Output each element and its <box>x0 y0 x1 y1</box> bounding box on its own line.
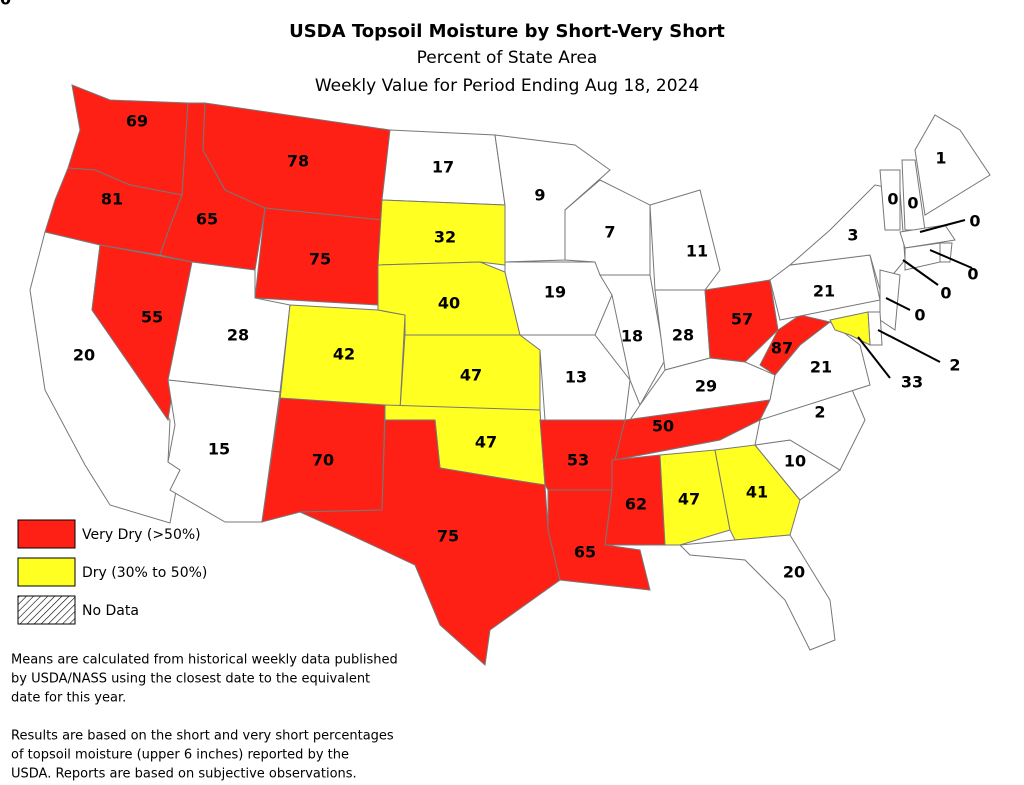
state-value: 57 <box>731 310 753 329</box>
title: USDA Topsoil Moisture by Short-Very Shor… <box>289 21 725 42</box>
state-value: 32 <box>434 228 456 247</box>
state-value: 47 <box>460 366 482 385</box>
state-value: 7 <box>604 223 615 242</box>
state-value: 0 <box>969 212 980 231</box>
note-line: USDA. Reports are based on subjective ob… <box>11 767 357 782</box>
state-value: 20 <box>73 346 95 365</box>
state-value: 0 <box>967 265 978 284</box>
state-value: 42 <box>333 345 355 364</box>
state-value: 15 <box>208 440 230 459</box>
state <box>704 279 779 363</box>
state-value: 62 <box>625 495 647 514</box>
state-value: 29 <box>695 377 717 396</box>
legend-label: Dry (30% to 50%) <box>82 565 207 581</box>
state-value: 0 <box>914 306 925 325</box>
state <box>167 379 281 523</box>
value-labels: 6981205565787528154270173240474775919135… <box>0 0 981 582</box>
legend-swatch <box>17 595 76 625</box>
state <box>604 454 666 546</box>
leader-lines <box>857 219 973 379</box>
state-value: 20 <box>783 563 805 582</box>
note-line: Means are calculated from historical wee… <box>11 653 398 668</box>
state-value: 0 <box>887 190 898 209</box>
state-value: 21 <box>810 358 832 377</box>
subtitle: Percent of State Area <box>417 48 598 68</box>
states <box>29 84 991 666</box>
note-line: by USDA/NASS using the closest date to t… <box>11 672 370 687</box>
state-value: 0 <box>907 194 918 213</box>
legend: Very Dry (>50%) Dry (30% to 50%) No Data <box>17 519 207 625</box>
state-value: 1 <box>935 149 946 168</box>
state <box>91 244 193 422</box>
state <box>279 304 406 411</box>
state-value: 28 <box>672 326 694 345</box>
period: Weekly Value for Period Ending Aug 18, 2… <box>315 76 699 96</box>
state-value: 11 <box>686 242 708 261</box>
state-value: 50 <box>652 417 674 436</box>
state-value: 65 <box>574 543 596 562</box>
state-value: 21 <box>813 282 835 301</box>
state-value: 55 <box>141 308 163 327</box>
legend-swatch <box>17 519 76 549</box>
notes: Means are calculated from historical wee… <box>11 653 398 782</box>
state-value: 2 <box>814 403 825 422</box>
state-value: 19 <box>544 283 566 302</box>
state-value: 53 <box>567 451 589 470</box>
state-value: 40 <box>438 294 460 313</box>
note-line: of topsoil moisture (upper 6 inches) rep… <box>11 748 349 763</box>
state <box>377 199 506 266</box>
state-value: 47 <box>678 490 700 509</box>
state-value: 0 <box>940 284 951 303</box>
state <box>899 224 956 249</box>
state-value: 47 <box>475 433 497 452</box>
state-value: 65 <box>196 210 218 229</box>
state-value: 20 <box>0 0 11 9</box>
legend-label: Very Dry (>50%) <box>82 527 201 543</box>
legend-swatch <box>17 557 76 587</box>
state-value: 10 <box>784 452 806 471</box>
state-value: 75 <box>437 527 459 546</box>
state-value: 75 <box>309 250 331 269</box>
state <box>399 334 541 411</box>
state-value: 3 <box>847 226 858 245</box>
state <box>614 399 771 461</box>
state-value: 78 <box>287 152 309 171</box>
state-value: 2 <box>949 356 960 375</box>
state <box>788 184 906 292</box>
state <box>879 169 901 231</box>
state-value: 13 <box>565 368 587 387</box>
state-value: 9 <box>534 186 545 205</box>
state-value: 33 <box>901 373 923 392</box>
state-value: 87 <box>771 339 793 358</box>
state <box>659 449 731 546</box>
state <box>769 254 881 321</box>
state <box>649 189 721 291</box>
state-value: 18 <box>621 327 643 346</box>
state-value: 17 <box>432 158 454 177</box>
state <box>299 419 561 666</box>
legend-label: No Data <box>82 603 139 619</box>
note-line: date for this year. <box>11 691 126 706</box>
note-line: Results are based on the short and very … <box>11 729 394 744</box>
state-value: 41 <box>746 483 768 502</box>
state <box>678 534 836 651</box>
state <box>914 114 991 216</box>
state-value: 28 <box>227 326 249 345</box>
state-value: 69 <box>126 112 148 131</box>
state-value: 70 <box>312 451 334 470</box>
state-value: 81 <box>101 190 123 209</box>
